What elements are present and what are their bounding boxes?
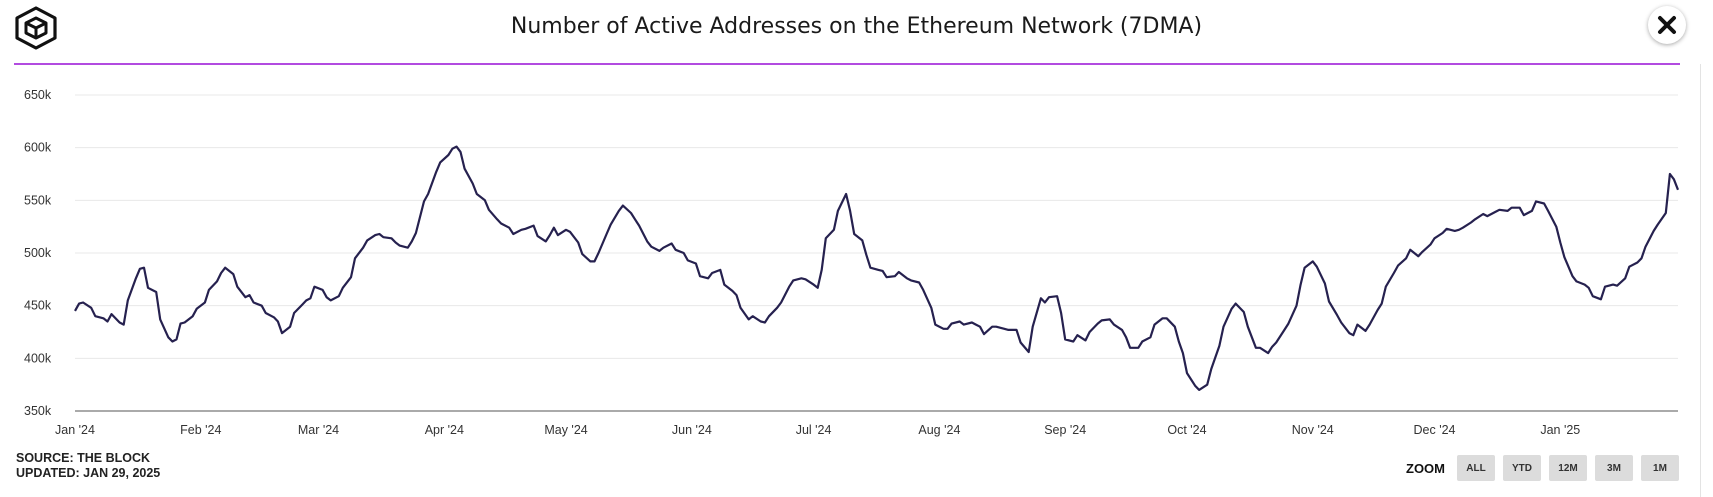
close-button[interactable] <box>1648 6 1686 44</box>
zoom-all-button[interactable]: ALL <box>1457 455 1495 481</box>
the-block-cube-logo-icon[interactable] <box>14 6 58 50</box>
y-tick-label: 500k <box>24 246 52 260</box>
x-tick-label: Oct '24 <box>1167 423 1206 437</box>
zoom-ytd-button[interactable]: YTD <box>1503 455 1541 481</box>
zoom-label: ZOOM <box>1406 460 1445 476</box>
zoom-1m-button[interactable]: 1M <box>1641 455 1679 481</box>
y-tick-label: 650k <box>24 88 52 102</box>
source-label: SOURCE: THE BLOCK <box>16 451 151 465</box>
close-icon <box>1658 16 1676 34</box>
zoom-12m-button[interactable]: 12M <box>1549 455 1587 481</box>
y-tick-label: 450k <box>24 299 52 313</box>
panel-edge <box>1700 64 1701 497</box>
x-axis-labels: Jan '24 Feb '24 Mar '24 Apr '24 May '24 Jun '… <box>55 423 1580 437</box>
y-tick-label: 600k <box>24 141 52 155</box>
line-chart: 650k 600k 550k 500k 450k 400k 350k Jan '24 Feb … <box>24 88 1680 437</box>
y-axis-labels: 650k 600k 550k 500k 450k 400k 350k <box>24 88 52 418</box>
x-tick-label: Jun '24 <box>672 423 712 437</box>
x-tick-label: Aug '24 <box>918 423 960 437</box>
x-tick-label: Mar '24 <box>298 423 339 437</box>
x-tick-label: Apr '24 <box>425 423 464 437</box>
updated-label: UPDATED: JAN 29, 2025 <box>16 466 161 480</box>
title-divider <box>14 63 1680 65</box>
x-tick-label: Jan '25 <box>1540 423 1580 437</box>
chart-footer: SOURCE: THE BLOCK UPDATED: JAN 29, 2025 <box>16 451 160 481</box>
chart-title: Number of Active Addresses on the Ethere… <box>510 14 1203 39</box>
x-tick-label: May '24 <box>544 423 587 437</box>
y-tick-label: 550k <box>24 193 52 207</box>
x-tick-label: Jan '24 <box>55 423 95 437</box>
series-line-active-addresses <box>74 145 1680 391</box>
x-tick-label: Sep '24 <box>1044 423 1086 437</box>
x-tick-label: Nov '24 <box>1292 423 1334 437</box>
x-tick-label: Jul '24 <box>796 423 832 437</box>
grid-lines <box>75 94 1678 359</box>
zoom-controls: ZOOM ALL YTD 12M 3M 1M <box>1406 455 1679 481</box>
zoom-3m-button[interactable]: 3M <box>1595 455 1633 481</box>
y-tick-label: 350k <box>24 404 52 418</box>
y-tick-label: 400k <box>24 351 52 365</box>
x-tick-label: Dec '24 <box>1414 423 1456 437</box>
x-tick-label: Feb '24 <box>180 423 221 437</box>
